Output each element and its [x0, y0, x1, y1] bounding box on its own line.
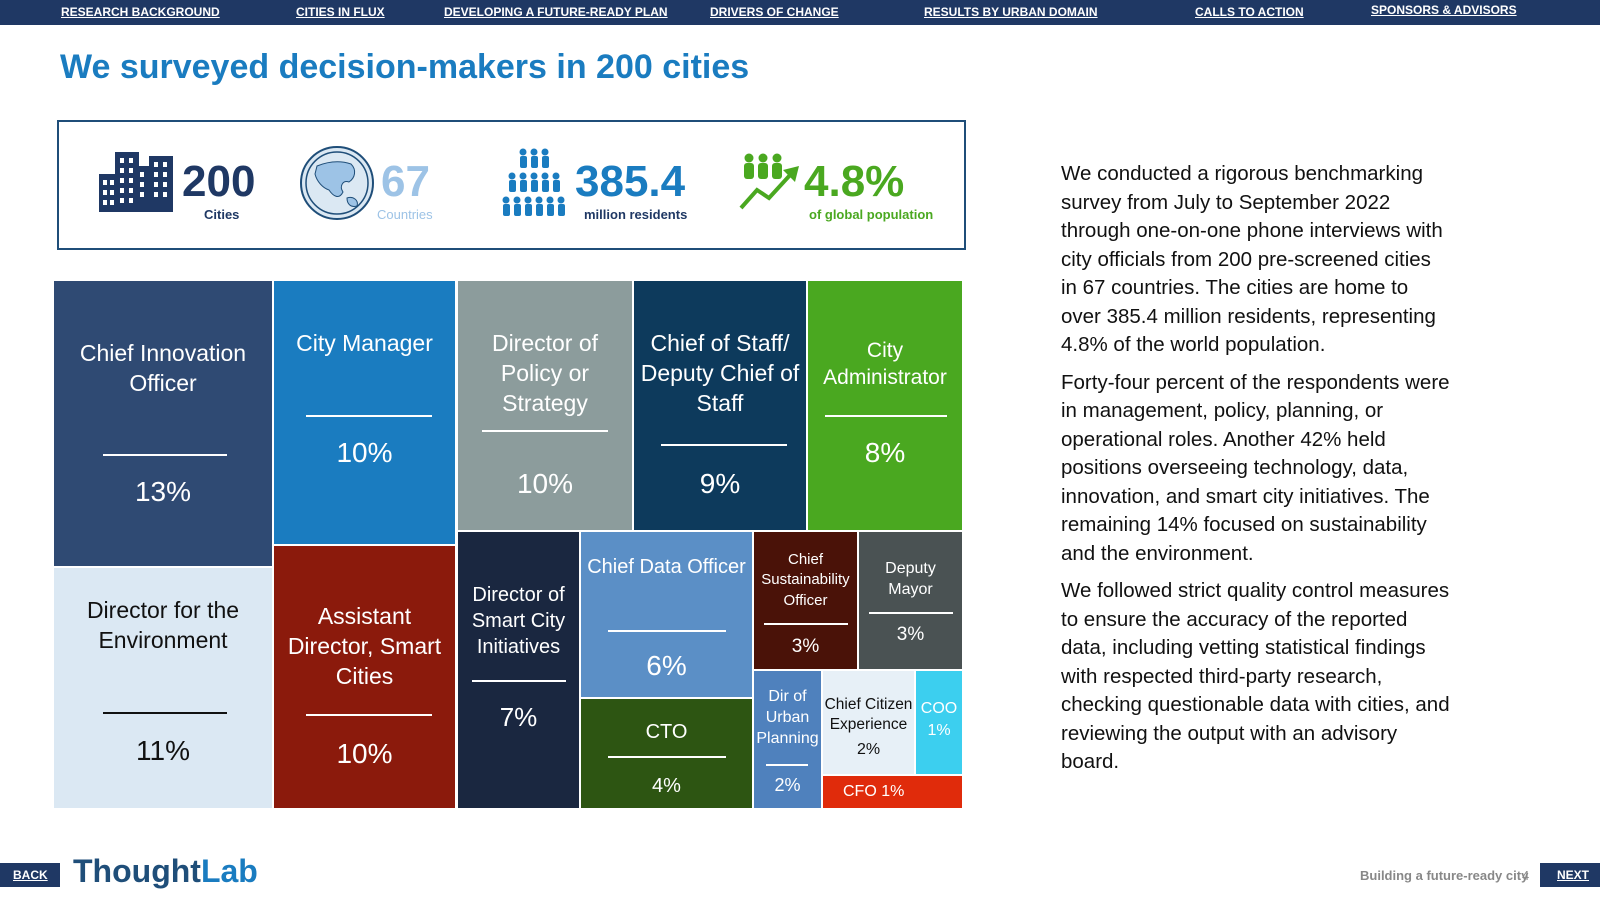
tile-percent: 13% [134, 476, 192, 507]
countries-label: Countries [377, 207, 433, 222]
nav-sponsors-advisors[interactable]: SPONSORS & ADVISORS [1371, 3, 1517, 17]
tile-chief-data-officer: Chief Data Officer 6% [581, 532, 752, 697]
back-button[interactable]: BACK [0, 863, 60, 887]
tile-city-manager: City Manager 10% [274, 281, 455, 544]
tile-divider [661, 444, 787, 446]
tile-divider [608, 630, 726, 632]
tile-divider [764, 623, 848, 625]
nav-drivers-of-change[interactable]: DRIVERS OF CHANGE [710, 5, 839, 19]
paragraph-quality: We followed strict quality control measu… [1061, 579, 1450, 773]
tile-label: Chief Data Officer [587, 556, 746, 578]
tile-percent: 7% [499, 702, 538, 732]
tile-label: Assistant Director, Smart Cities [287, 603, 442, 689]
survey-stats-panel: 200 Cities 67 Countries 385.4 million re… [57, 120, 966, 250]
nav-calls-to-action[interactable]: CALLS TO ACTION [1195, 5, 1304, 19]
tile-divider [103, 454, 227, 456]
methodology-text: We conducted a rigorous benchmarking sur… [1061, 160, 1451, 786]
tile-cto: CTO 4% [581, 699, 752, 808]
tile-dir-urban-planning: Dir of Urban Planning 2% [754, 671, 821, 808]
global-population-share: 4.8% [804, 157, 905, 206]
tile-divider [766, 764, 808, 766]
nav-results-by-urban-domain[interactable]: RESULTS BY URBAN DOMAIN [924, 5, 1098, 19]
tile-director-smart-city-initiatives: Director of Smart City Initiatives 7% [458, 532, 579, 808]
people-icon [502, 148, 565, 216]
top-navigation-bar: RESEARCH BACKGROUND CITIES IN FLUX DEVEL… [0, 0, 1600, 25]
nav-research-background[interactable]: RESEARCH BACKGROUND [61, 5, 220, 19]
paragraph-roles: Forty-four percent of the respondents we… [1061, 370, 1450, 565]
tile-label: Chief Sustainability Officer [761, 551, 850, 609]
tile-chief-innovation-officer: Chief Innovation Officer 13% [54, 281, 272, 566]
residents-count: 385.4 [575, 157, 686, 206]
tile-percent: 11% [136, 735, 190, 766]
nav-cities-in-flux[interactable]: CITIES IN FLUX [296, 5, 385, 19]
tile-percent: 10% [336, 738, 393, 769]
tile-percent: 3% [896, 624, 925, 645]
tile-label: Director of Policy or Strategy [491, 330, 599, 416]
tile-label: Chief of Staff/ Deputy Chief of Staff [640, 330, 800, 416]
tile-percent: 4% [652, 775, 681, 797]
tile-label: City Administrator [823, 339, 947, 390]
tile-city-administrator: City Administrator 8% [808, 281, 962, 530]
tile-divider [306, 714, 432, 716]
footer-caption: Building a future-ready city [1360, 868, 1529, 883]
tile-percent: 6% [646, 650, 687, 681]
tile-percent: 2% [774, 775, 801, 795]
tile-percent: 8% [864, 437, 906, 468]
tile-label: Director of Smart City Initiatives [471, 584, 566, 658]
tile-assistant-director-smart-cities: Assistant Director, Smart Cities 10% [274, 546, 455, 808]
tile-divider [103, 712, 227, 714]
global-population-label: of global population [809, 207, 934, 222]
tile-chief-sustainability-officer: Chief Sustainability Officer 3% [754, 532, 857, 669]
tile-percent: 3% [791, 636, 820, 657]
cities-count: 200 [182, 157, 256, 206]
tile-label: Director for the Environment [86, 597, 240, 653]
countries-count: 67 [381, 157, 430, 206]
residents-label: million residents [584, 207, 688, 222]
logo-part-1: Thought [73, 853, 201, 889]
tile-divider [869, 612, 953, 614]
logo-part-2: Lab [200, 853, 258, 889]
buildings-icon [99, 152, 173, 212]
tile-label: Deputy Mayor [885, 560, 936, 598]
next-button[interactable]: NEXT [1540, 863, 1600, 887]
page-title: We surveyed decision-makers in 200 citie… [60, 48, 750, 86]
tile-label: COO [920, 700, 958, 717]
tile-cfo: CFO 1% [823, 776, 962, 808]
tile-label: CTO [645, 721, 688, 743]
tile-coo: COO 1% [916, 671, 962, 774]
tile-director-environment: Director for the Environment 11% [54, 568, 272, 808]
tile-percent: 9% [699, 468, 741, 499]
tile-label: Chief Innovation Officer [79, 340, 247, 396]
nav-developing-plan[interactable]: DEVELOPING A FUTURE-READY PLAN [444, 5, 668, 19]
tile-label: Dir of Urban Planning [756, 688, 819, 747]
tile-label: CFO 1% [843, 783, 905, 800]
tile-chief-of-staff: Chief of Staff/ Deputy Chief of Staff 9% [634, 281, 806, 530]
thoughtlab-logo: ThoughtLab [73, 855, 258, 887]
paragraph-survey: We conducted a rigorous benchmarking sur… [1061, 162, 1443, 356]
tile-percent: 10% [516, 468, 574, 499]
tile-label: City Manager [296, 330, 433, 356]
tile-percent: 2% [856, 741, 881, 758]
cities-label: Cities [204, 207, 240, 222]
tile-chief-citizen-experience: Chief Citizen Experience 2% [823, 671, 914, 774]
tile-deputy-mayor: Deputy Mayor 3% [859, 532, 962, 669]
tile-divider [482, 430, 608, 432]
tile-divider [306, 415, 432, 417]
globe-icon [300, 146, 374, 220]
growth-people-icon [739, 153, 799, 210]
tile-label: Chief Citizen Experience [824, 696, 913, 734]
tile-divider [472, 680, 566, 682]
tile-divider [825, 415, 947, 417]
tile-divider [608, 756, 726, 758]
tile-percent: 1% [927, 722, 951, 739]
tile-director-policy-strategy: Director of Policy or Strategy 10% [458, 281, 632, 530]
page-number: 4 [1522, 868, 1530, 883]
tile-percent: 10% [336, 437, 393, 468]
